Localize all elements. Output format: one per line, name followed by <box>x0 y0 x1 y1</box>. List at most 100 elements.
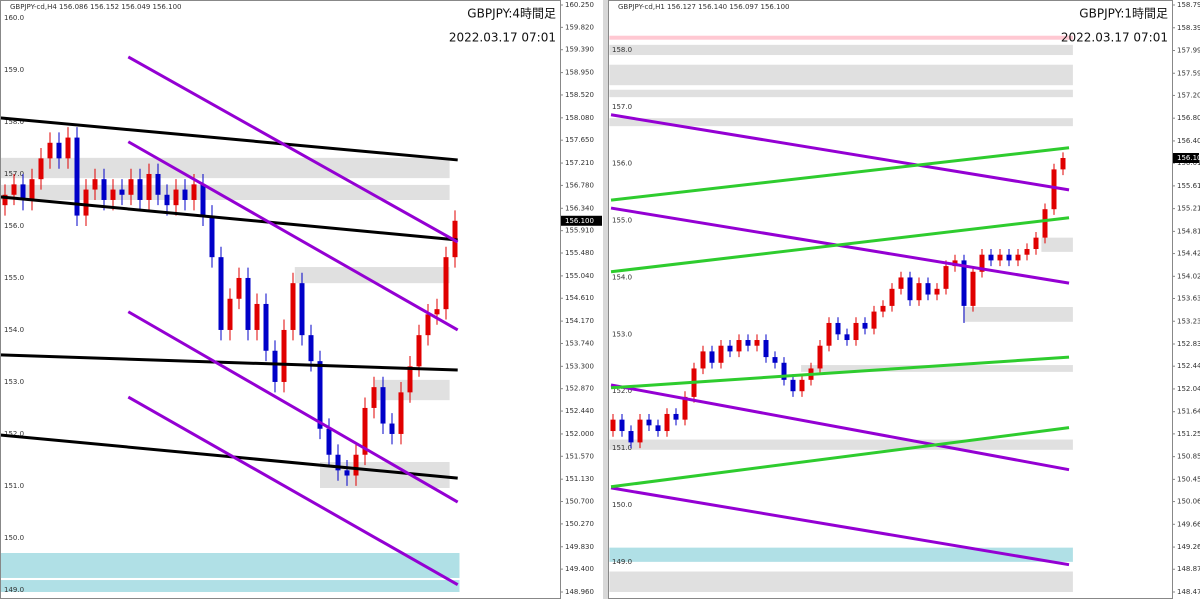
candle-body <box>997 254 1003 261</box>
candle-body <box>727 345 733 352</box>
price-zone <box>0 157 450 179</box>
level-label: 151.0 <box>612 444 632 452</box>
candle-body <box>155 173 161 195</box>
candle-body <box>943 266 949 289</box>
trend-line <box>127 395 459 587</box>
level-label: 154.0 <box>4 326 24 334</box>
y-tick-label: 159.820 <box>565 23 594 31</box>
y-tick-label: 154.610 <box>565 294 594 302</box>
y-tick-label: 148.470 <box>1177 588 1200 596</box>
candle-body <box>925 283 931 295</box>
trend-line <box>127 310 459 504</box>
level-label: 154.0 <box>612 273 632 281</box>
candle-body <box>209 215 215 258</box>
y-tick-label: 156.800 <box>1177 114 1200 122</box>
level-label: 158.0 <box>4 118 24 126</box>
candle-body <box>326 428 332 455</box>
y-tick-label: 152.040 <box>1177 385 1200 393</box>
candle-body <box>308 335 314 362</box>
price-zone <box>609 35 1073 40</box>
candle-body <box>263 303 269 351</box>
level-label: 156.0 <box>612 160 632 168</box>
candle-body <box>416 335 422 367</box>
candle-body <box>610 419 616 432</box>
candle-body <box>844 334 850 341</box>
price-zone <box>609 89 1073 98</box>
y-tick-label: 155.910 <box>565 227 594 235</box>
price-zone <box>294 267 450 284</box>
candle-body <box>979 254 985 272</box>
candle-body <box>781 362 787 380</box>
y-tick-label: 153.630 <box>1177 295 1200 303</box>
candle-body <box>128 179 134 195</box>
level-label: 152.0 <box>612 387 632 395</box>
candle-body <box>961 260 967 306</box>
level-label: 150.0 <box>4 534 24 542</box>
y-tick-label: 150.060 <box>1177 498 1200 506</box>
y-tick-label: 150.450 <box>1177 475 1200 483</box>
y-tick-label: 152.440 <box>565 407 594 415</box>
y-tick-label: 152.830 <box>1177 340 1200 348</box>
candle-body <box>817 345 823 369</box>
candle-body <box>2 194 8 206</box>
y-tick-label: 155.040 <box>565 272 594 280</box>
candle-body <box>146 173 152 200</box>
candle-body <box>173 189 179 206</box>
candle-body <box>362 407 368 455</box>
y-tick-label: 157.200 <box>1177 91 1200 99</box>
candle-body <box>191 184 197 200</box>
chart-panel: 160.0159.0158.0157.0156.0155.0154.0153.0… <box>0 0 602 599</box>
candle-body <box>38 158 44 180</box>
candle-body <box>835 322 841 335</box>
trend-line <box>0 433 458 480</box>
y-tick-label: 155.610 <box>1177 182 1200 190</box>
y-tick-label: 152.000 <box>565 430 594 438</box>
candle-body <box>353 454 359 476</box>
level-label: 156.0 <box>4 222 24 230</box>
y-tick-label: 149.400 <box>565 565 594 573</box>
level-label: 155.0 <box>612 217 632 225</box>
candle-body <box>20 184 26 200</box>
level-label: 158.0 <box>612 46 632 54</box>
candle-body <box>655 425 661 432</box>
trend-line <box>127 140 459 332</box>
candle-body <box>137 179 143 200</box>
candle-body <box>862 322 868 329</box>
trend-line <box>610 426 1070 489</box>
level-label: 160.0 <box>4 14 24 22</box>
price-zone <box>609 571 1073 592</box>
y-tick-label: 158.080 <box>565 114 594 122</box>
y-tick-label: 154.170 <box>565 317 594 325</box>
candle-body <box>700 351 706 369</box>
chart-subtitle: 2022.03.17 07:01 <box>449 31 556 45</box>
y-tick-label: 154.810 <box>1177 227 1200 235</box>
candle-body <box>74 137 80 216</box>
candle-body <box>745 340 751 346</box>
level-label: 155.0 <box>4 274 24 282</box>
candle-body <box>227 298 233 330</box>
y-tick-label: 151.640 <box>1177 408 1200 416</box>
last-price-box <box>561 215 602 226</box>
candle-body <box>871 311 877 329</box>
y-tick-label: 153.300 <box>565 362 594 370</box>
candle-body <box>826 322 832 346</box>
candle-body <box>907 277 913 301</box>
candle-body <box>1051 169 1057 210</box>
candle-body <box>119 189 125 195</box>
y-tick-label: 158.520 <box>565 91 594 99</box>
price-zone <box>963 307 1073 322</box>
candle-body <box>646 419 652 426</box>
level-label: 151.0 <box>4 482 24 490</box>
chart-subtitle: 2022.03.17 07:01 <box>1061 31 1168 45</box>
y-tick-label: 158.390 <box>1177 24 1200 32</box>
candle-body <box>11 184 17 195</box>
candle-body <box>772 357 778 363</box>
candle-body <box>425 314 431 336</box>
candle-body <box>110 189 116 200</box>
panel-divider <box>603 0 608 599</box>
y-tick-label: 148.870 <box>1177 565 1200 573</box>
candle-body <box>398 392 404 434</box>
candle-body <box>83 189 89 216</box>
y-tick-label: 151.130 <box>565 475 594 483</box>
